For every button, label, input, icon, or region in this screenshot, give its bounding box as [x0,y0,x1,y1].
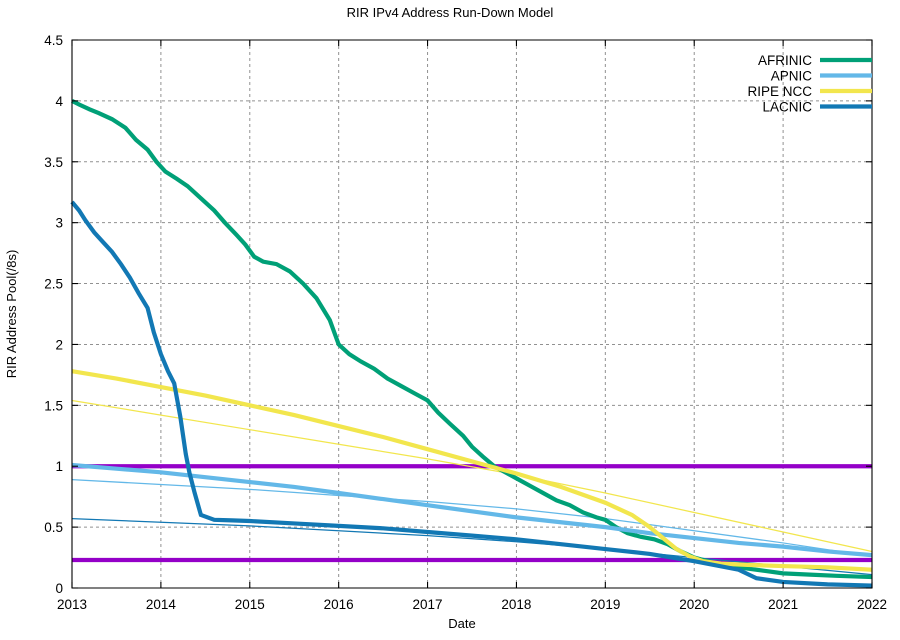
y-axis-label: RIR Address Pool(/8s) [4,250,19,379]
y-tick-label: 1 [55,459,63,474]
chart-title: RIR IPv4 Address Run-Down Model [347,5,554,20]
x-tick-label: 2020 [679,597,709,612]
y-tick-label: 0.5 [44,520,63,535]
y-tick-label: 2.5 [44,277,63,292]
y-tick-label: 4 [55,94,63,109]
x-tick-label: 2022 [857,597,887,612]
legend-label-afrinic: AFRINIC [758,53,812,68]
y-tick-label: 0 [55,581,63,596]
series-line-lacnic [70,200,873,588]
y-tick-label: 2 [55,337,63,352]
series-line-lacnic-projection [71,517,873,576]
x-tick-label: 2013 [57,597,87,612]
series-line-ripe-ncc-projection [71,399,873,553]
x-tick-label: 2016 [324,597,354,612]
x-axis-label: Date [448,616,475,631]
x-tick-label: 2014 [146,597,177,612]
series-line-ripe-ncc [71,369,873,572]
y-tick-label: 3 [55,216,63,231]
x-tick-label: 2021 [768,597,798,612]
legend-label-ripe-ncc: RIPE NCC [747,84,812,99]
series-line-apnic-projection [71,478,873,557]
x-tick-label: 2015 [235,597,265,612]
legend-label-lacnic: LACNIC [762,100,812,115]
series-line-apnic [71,462,873,558]
series-line-afrinic [71,99,873,580]
y-tick-label: 3.5 [44,155,63,170]
y-tick-label: 1.5 [44,398,63,413]
x-tick-label: 2018 [501,597,531,612]
x-tick-label: 2019 [590,597,620,612]
legend-label-apnic: APNIC [771,69,813,84]
y-tick-label: 4.5 [44,33,63,48]
x-tick-label: 2017 [413,597,443,612]
